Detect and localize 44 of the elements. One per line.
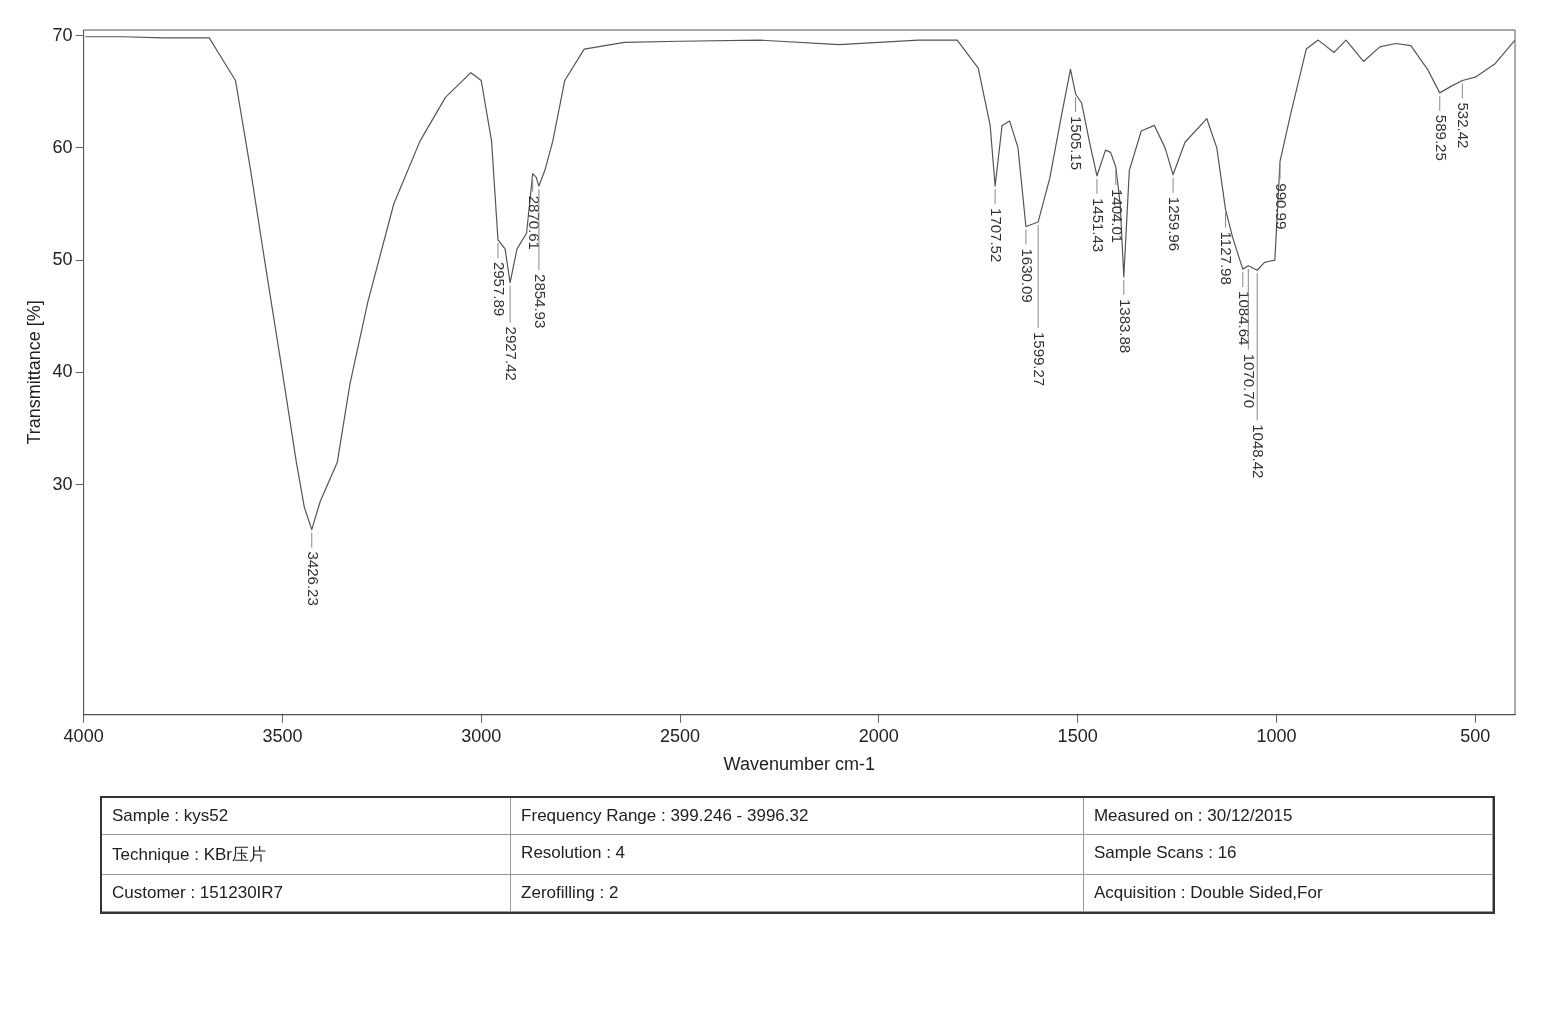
x-tick-label: 2500 [660,725,701,746]
annotation: 1070.70 [1241,353,1259,408]
y-tick-label: 50 [52,249,73,270]
annotation: 1451.43 [1089,197,1107,253]
x-tick-label: 2000 [858,725,899,746]
annotation: 2927.42 [502,326,520,381]
x-tick-label: 1500 [1057,725,1098,746]
text: Frequency Range : 399.246 - 3996.32 [511,798,1084,835]
x-tick-label: 500 [1460,725,1491,746]
annotation: 2870.61 [525,195,543,250]
text: Sample : kys52 [102,798,512,835]
annotation: 1127.98 [1218,231,1236,285]
x-tick-label: 4000 [63,725,104,746]
annotation: 1048.42 [1250,424,1268,479]
x-tick-label: 3000 [461,725,502,746]
annotation: 1630.09 [1018,248,1036,303]
text: Measured on : 30/12/2015 [1083,798,1493,835]
x-tick-label: 1000 [1256,725,1297,746]
annotation: 1383.88 [1116,298,1134,354]
annotation: 1599.27 [1031,331,1049,387]
text: Acquisition : Double Sided,For [1083,875,1493,912]
y-axis-title: Transmittance [%] [23,300,44,445]
annotation: 1259.96 [1165,196,1183,252]
annotation: 2854.93 [531,274,549,329]
y-tick-label: 70 [52,24,73,45]
annotation: 1707.52 [987,208,1005,263]
annotation: 3426.23 [304,551,322,606]
annotation: 990.99 [1272,183,1290,230]
annotation: 1505.15 [1068,115,1086,171]
annotation: 2957.89 [490,261,508,317]
text: Zerofilling : 2 [511,875,1084,912]
y-tick-label: 60 [52,136,73,157]
text: Technique : KBr压片 [102,835,512,875]
x-axis-title: Wavenumber cm-1 [723,754,875,775]
y-tick-label: 40 [52,361,73,382]
x-tick-label: 3500 [262,725,303,746]
y-tick-label: 30 [52,473,73,494]
annotation: 1084.64 [1235,291,1253,346]
text: Sample Scans : 16 [1083,835,1493,875]
annotation: 1404.01 [1108,188,1126,244]
annotation: 532.42 [1455,102,1473,149]
text: Resolution : 4 [511,835,1084,875]
text: Customer : 151230IR7 [102,875,512,912]
annotation: 589.25 [1432,114,1450,161]
